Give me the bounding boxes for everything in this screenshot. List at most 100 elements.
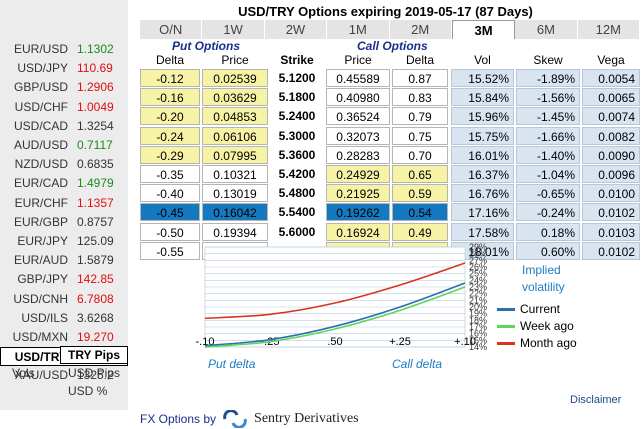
chart-plot-area	[204, 246, 466, 348]
vols-option[interactable]: Vols	[12, 366, 35, 380]
put-price-cell[interactable]: 0.19394	[202, 222, 268, 241]
call-delta-cell[interactable]: 0.75	[392, 126, 448, 145]
pair-usd-chf[interactable]: USD/CHF 1.0049	[0, 98, 128, 117]
pair-eur-chf[interactable]: EUR/CHF 1.1357	[0, 194, 128, 213]
call-price-cell[interactable]: 0.28283	[326, 145, 390, 164]
pair-price: 19.270	[77, 330, 114, 344]
call-delta-cell[interactable]: 0.79	[392, 107, 448, 126]
footer-prefix: FX Options by	[140, 412, 217, 426]
pair-name: USD/TRY	[14, 350, 67, 365]
call-delta-cell[interactable]: 0.59	[392, 184, 448, 203]
put-delta-cell[interactable]: -0.20	[140, 107, 200, 126]
put-delta-cell[interactable]: -0.29	[140, 145, 200, 164]
call-delta-cell[interactable]: 0.70	[392, 145, 448, 164]
pair-eur-aud[interactable]: EUR/AUD 1.5879	[0, 251, 128, 270]
call-delta-cell[interactable]: 0.65	[392, 165, 448, 183]
usd-percent-option[interactable]: USD %	[68, 384, 108, 398]
vega-cell: 0.0102	[582, 203, 640, 222]
pair-eur-jpy[interactable]: EUR/JPY 125.09	[0, 232, 128, 251]
skew-cell: -1.45%	[516, 107, 580, 126]
pair-gbp-jpy[interactable]: GBP/JPY 142.85	[0, 270, 128, 289]
pair-name: AUD/USD	[13, 138, 68, 152]
call-price-cell[interactable]: 0.24929	[326, 165, 390, 183]
table-row: -0.12 0.02539 5.1200 0.45589 0.87 15.52% -1.89…	[140, 69, 640, 88]
pair-price: 1.1302	[77, 42, 114, 56]
put-delta-cell[interactable]: -0.35	[140, 165, 200, 183]
pair-name: USD/CAD	[13, 118, 68, 133]
call-delta-cell[interactable]: 0.49	[392, 222, 448, 241]
pair-price: 1.1357	[77, 195, 114, 210]
tab-2m[interactable]: 2M	[389, 20, 452, 39]
call-options-header: Call Options	[357, 39, 428, 53]
put-price-cell[interactable]: 0.10321	[202, 165, 268, 183]
table-row: -0.45 0.16042 5.5400 0.19262 0.54 17.16% -0.24…	[140, 203, 640, 222]
skew-cell: 0.18%	[516, 222, 580, 241]
put-delta-cell[interactable]: -0.45	[140, 203, 200, 222]
put-delta-cell[interactable]: -0.12	[140, 69, 200, 87]
call-price-cell[interactable]: 0.16924	[326, 222, 390, 241]
tab-12m[interactable]: 12M	[577, 20, 640, 39]
tab-1m[interactable]: 1M	[327, 20, 390, 39]
tab-6m[interactable]: 6M	[515, 20, 578, 39]
pair-usd-mxn[interactable]: USD/MXN 19.270	[0, 328, 128, 347]
pair-usd-ils[interactable]: USD/ILS 3.6268	[0, 309, 128, 328]
pair-usd-cnh[interactable]: USD/CNH 6.7808	[0, 290, 128, 309]
call-price-cell[interactable]: 0.32073	[326, 126, 390, 145]
pips-selector[interactable]: TRY Pips	[60, 346, 128, 364]
put-price-cell[interactable]: 0.04853	[202, 107, 268, 126]
put-price-cell[interactable]: 0.13019	[202, 184, 268, 203]
put-price-cell[interactable]: 0.03629	[202, 88, 268, 107]
put-price-cell[interactable]: 0.07995	[202, 145, 268, 164]
disclaimer-link[interactable]: Disclaimer	[570, 394, 622, 406]
call-delta-cell[interactable]: 0.83	[392, 88, 448, 107]
put-delta-cell[interactable]: -0.55	[140, 241, 200, 260]
pair-xau-usd[interactable]: XAU/USD 1325.2	[0, 366, 128, 385]
put-price-cell[interactable]: 0.02539	[202, 69, 268, 87]
pair-nzd-usd[interactable]: NZD/USD 0.6835	[0, 155, 128, 174]
put-delta-cell[interactable]: -0.16	[140, 88, 200, 107]
vol-cell: 17.58%	[451, 222, 514, 241]
pair-price: 142.85	[77, 272, 114, 287]
call-delta-cell[interactable]: 0.87	[392, 69, 448, 87]
usd-pips-option[interactable]: USD Pips	[68, 366, 121, 380]
call-price-cell[interactable]: 0.45589	[326, 69, 390, 87]
series-line-week-ago	[204, 286, 466, 348]
tab-on[interactable]: O/N	[140, 20, 203, 39]
legend-label: Current	[520, 302, 561, 316]
call-price-cell[interactable]: 0.21925	[326, 184, 390, 203]
pair-usd-jpy[interactable]: USD/JPY 110.69	[0, 59, 128, 78]
vega-cell: 0.0096	[582, 165, 640, 183]
pair-eur-gbp[interactable]: EUR/GBP 0.8757	[0, 213, 128, 232]
put-price-cell[interactable]: 0.16042	[202, 203, 268, 222]
strike-cell: 5.3600	[278, 147, 316, 162]
put-price-cell[interactable]: 0.06106	[202, 126, 268, 145]
legend-swatch	[497, 308, 515, 312]
vega-header: Vega	[597, 53, 625, 67]
put-delta-cell[interactable]: -0.40	[140, 184, 200, 203]
pair-price: 0.8757	[77, 214, 114, 229]
put-delta-cell[interactable]: -0.50	[140, 222, 200, 241]
put-delta-cell[interactable]: -0.24	[140, 126, 200, 145]
tab-3m[interactable]: 3M	[451, 20, 516, 39]
y-tick-label: 24%	[469, 275, 487, 285]
pair-eur-cad[interactable]: EUR/CAD 1.4979	[0, 174, 128, 193]
call-price-cell[interactable]: 0.40980	[326, 88, 390, 107]
page-title: USD/TRY Options expiring 2019-05-17 (87 …	[238, 4, 533, 19]
vega-cell: 0.0082	[582, 126, 640, 145]
y-tick-label: 17%	[469, 322, 487, 332]
y-tick-label: 21%	[469, 295, 487, 305]
call-price-cell[interactable]: 0.36524	[326, 107, 390, 126]
vega-cell: 0.0090	[582, 145, 640, 164]
pair-name: USD/CNH	[13, 291, 68, 306]
call-price-cell[interactable]: 0.19262	[326, 203, 390, 222]
pair-usd-cad[interactable]: USD/CAD 1.3254	[0, 117, 128, 136]
tab-2w[interactable]: 2W	[264, 20, 328, 39]
pair-aud-usd[interactable]: AUD/USD 0.7117	[0, 136, 128, 155]
pair-eur-usd[interactable]: EUR/USD 1.1302	[0, 40, 128, 59]
vega-cell: 0.0065	[582, 88, 640, 107]
tab-1w[interactable]: 1W	[202, 20, 265, 39]
pair-price: 0.7117	[77, 138, 113, 152]
pair-name: USD/ILS	[21, 310, 68, 325]
pair-gbp-usd[interactable]: GBP/USD 1.2906	[0, 78, 128, 97]
call-delta-cell[interactable]: 0.54	[392, 203, 448, 222]
